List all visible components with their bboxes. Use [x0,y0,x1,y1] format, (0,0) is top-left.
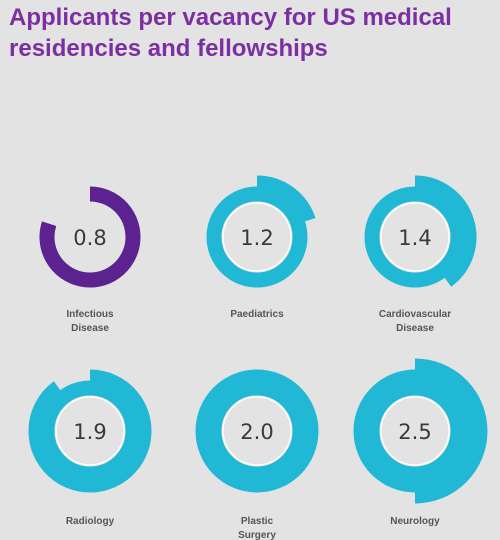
ring-item-radiology: 1.9 Radiology [28,369,152,527]
ring-arc [414,175,477,287]
chart-title: Applicants per vacancy for US medical re… [9,4,452,62]
ring-center [222,396,292,466]
value-label: 0.8 [73,226,106,250]
category-label: Neurology [390,516,440,527]
ring-item-cardiovascular-disease: 1.4 Cardiovascular Disease [364,175,477,334]
ring-item-plastic-surgery: 2.0 Plastic Surgery [195,369,319,540]
value-label: 1.9 [73,420,106,444]
ring-item-infectious-disease: 0.8 Infectious Disease [39,186,141,334]
value-label: 2.5 [398,420,431,444]
ring-inner-outline [222,202,292,272]
value-label: 1.4 [398,226,431,250]
ring-inner-outline [55,396,125,466]
ring-inner-outline [380,202,450,272]
value-label: 1.2 [240,226,273,250]
ring-center [380,396,450,466]
category-label: Surgery [238,530,276,540]
category-label: Infectious [66,309,114,320]
category-label: Cardiovascular [379,309,451,320]
category-label: Paediatrics [230,309,284,320]
ring-arc [414,358,488,504]
ring-center [55,202,125,272]
ring-inner-outline [222,396,292,466]
ring-arc [364,380,466,482]
category-label: Disease [396,323,434,334]
category-label: Disease [71,323,109,334]
ring-arc [256,175,316,223]
ring-arc [39,186,141,288]
ring-center [222,202,292,272]
ring-arc [206,380,308,482]
ring-center [55,396,125,466]
value-label: 2.0 [240,420,273,444]
ring-inner-outline [380,396,450,466]
category-label: Radiology [66,516,115,527]
ring-arc [28,369,152,493]
ring-arc [364,186,466,288]
ring-arc [39,380,141,482]
ring-arc [206,186,308,288]
ring-item-neurology: 2.5 Neurology [353,358,488,527]
category-label: Plastic [241,516,274,527]
ring-arc [195,369,319,493]
ring-arc [353,369,477,493]
ring-item-paediatrics: 1.2 Paediatrics [206,175,316,320]
ring-center [380,202,450,272]
